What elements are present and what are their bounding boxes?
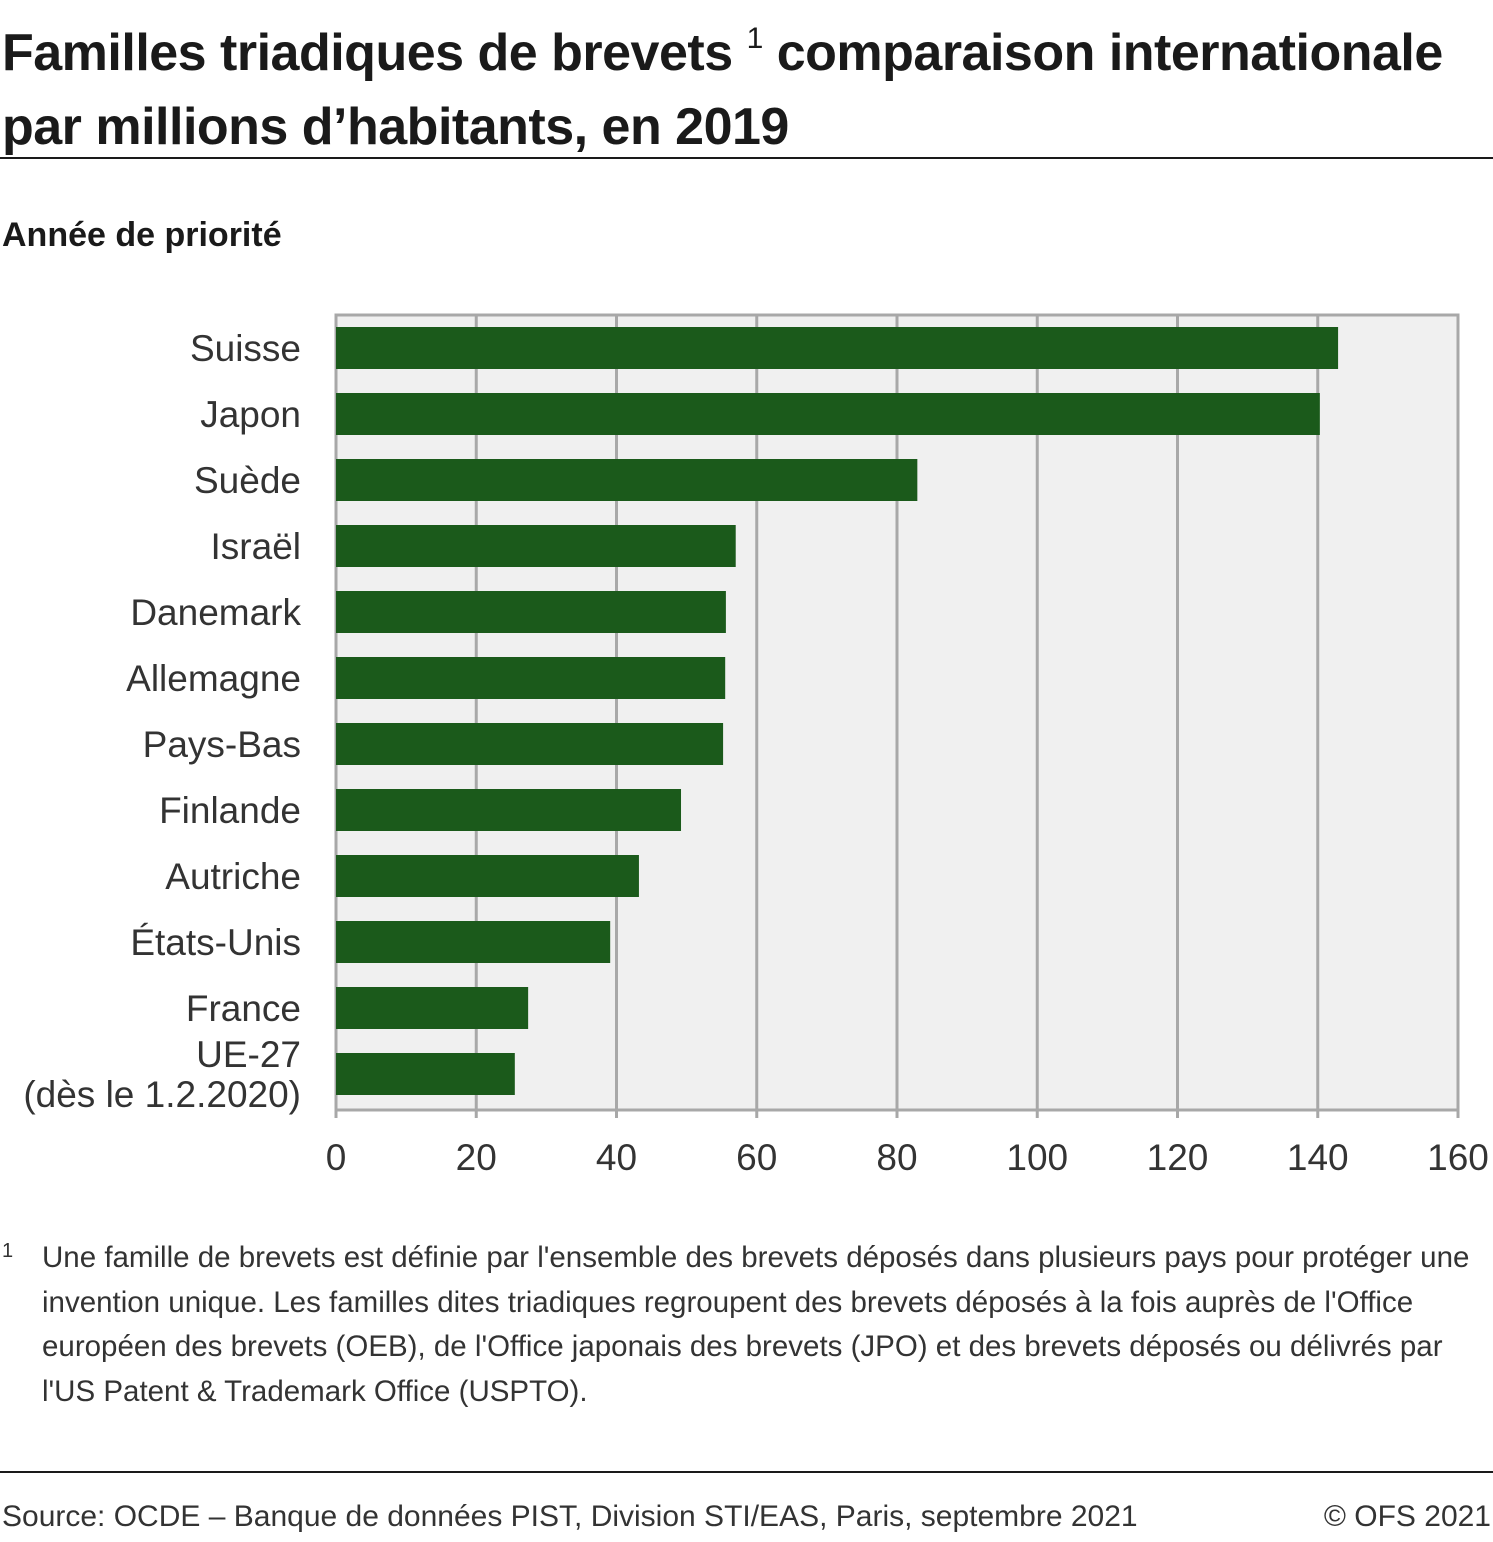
y-category-label: Japon (200, 394, 301, 435)
bar (336, 591, 726, 633)
copyright-text: © OFS 2021 (1323, 1500, 1491, 1533)
title-divider (0, 157, 1493, 159)
chart-subtitle: Année de priorité (2, 216, 282, 254)
bar-chart: 0 20 40 60 80 100 120 140 160 Suisse Japon Suède Isr… (23, 313, 1489, 1178)
y-category-label: États-Unis (130, 922, 301, 963)
y-category-label: Suisse (190, 328, 301, 369)
y-category-label: Pays-Bas (143, 724, 301, 765)
y-category-label: France (186, 988, 301, 1029)
x-tick-label: 40 (596, 1137, 637, 1178)
y-category-label: Israël (211, 526, 301, 567)
y-category-label: Finlande (159, 790, 301, 831)
source-text: Source: OCDE – Banque de données PIST, D… (2, 1500, 1138, 1533)
bar (336, 327, 1339, 369)
footnote-text: Une famille de brevets est définie par l… (42, 1241, 1470, 1408)
bar (336, 855, 639, 897)
y-category-label: Danemark (130, 592, 301, 633)
bar (336, 393, 1320, 435)
bar (336, 459, 918, 501)
footer-divider (0, 1471, 1493, 1473)
bar (336, 921, 611, 963)
chart-title: Familles triadiques de brevets 1 compara… (2, 22, 1443, 156)
bar (336, 1053, 515, 1095)
bar (336, 525, 736, 567)
y-category-label: Allemagne (126, 658, 301, 699)
x-tick-label: 100 (1006, 1137, 1068, 1178)
x-tick-label: 160 (1427, 1137, 1489, 1178)
bar (336, 657, 726, 699)
footnote-mark: 1 (2, 1240, 14, 1262)
y-category-label: Autriche (165, 856, 301, 897)
x-tick-label: 140 (1287, 1137, 1349, 1178)
bar (336, 723, 724, 765)
x-tick-label: 20 (456, 1137, 497, 1178)
bar (336, 987, 529, 1029)
x-tick-label: 80 (876, 1137, 917, 1178)
x-tick-label: 120 (1147, 1137, 1209, 1178)
x-tick-label: 60 (736, 1137, 777, 1178)
y-category-label: Suède (194, 460, 301, 501)
bar (336, 789, 682, 831)
x-tick-label: 0 (326, 1137, 347, 1178)
y-category-label: (dès le 1.2.2020) (23, 1074, 301, 1115)
y-category-label: UE-27 (196, 1034, 301, 1075)
